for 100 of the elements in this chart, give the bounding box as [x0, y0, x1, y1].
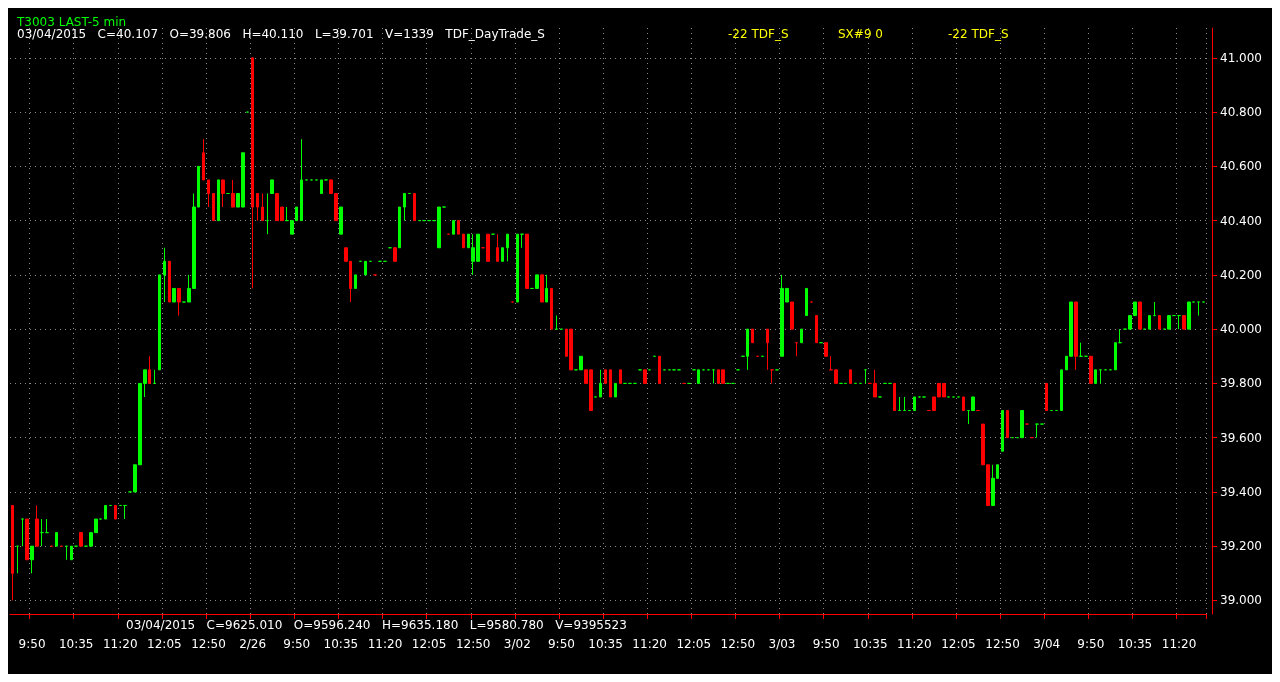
x-tick-label: 12:05	[941, 637, 976, 651]
candlestick	[800, 328, 803, 344]
y-tick-label: 39.600	[1220, 430, 1262, 445]
x-tick-label: 12:50	[191, 637, 226, 651]
x-tick-label: 12:50	[455, 637, 491, 651]
candlestick	[697, 369, 700, 384]
candlestick	[217, 179, 220, 222]
x-tick-label: 12:05	[676, 637, 712, 651]
x-tick-label: 2/26	[239, 637, 267, 651]
candlestick	[815, 315, 818, 344]
candlestick	[452, 220, 455, 235]
chart-title: T3003 LAST-5 min	[16, 15, 127, 29]
candlestick	[516, 233, 519, 303]
candlestick	[525, 233, 529, 289]
candlestick	[496, 233, 499, 262]
candlestick	[21, 518, 24, 547]
candlestick	[545, 274, 548, 303]
candlestick	[1045, 382, 1048, 412]
candlestick	[148, 355, 151, 384]
candlestick	[30, 545, 34, 574]
candlestick	[751, 328, 754, 344]
candlestick	[643, 369, 647, 384]
x-tick-label: 9:50	[18, 637, 46, 651]
candlestick	[300, 138, 303, 222]
x-tick-label: 10:35	[323, 637, 359, 651]
x-tick-label: 10:35	[58, 637, 94, 651]
candlestick	[261, 192, 264, 222]
candlestick	[1060, 369, 1063, 412]
candlestick	[11, 504, 14, 601]
candlestick	[462, 233, 465, 249]
candlestick	[579, 355, 583, 371]
x-tick-label: 3/03	[768, 637, 796, 651]
candlestick	[1035, 423, 1039, 439]
candlestick	[320, 179, 323, 194]
candlestick	[104, 504, 107, 520]
candlestick	[1197, 301, 1200, 317]
candlestick	[123, 504, 127, 520]
candlestick	[168, 260, 171, 303]
x-tick-label: 12:05	[411, 637, 447, 651]
y-tick-label: 41.000	[1220, 50, 1262, 65]
candlestick	[1020, 410, 1024, 439]
candlestick	[1001, 410, 1004, 452]
candlestick	[770, 369, 774, 384]
candlestick	[569, 328, 573, 371]
x-tick-label: 11:20	[632, 637, 667, 651]
y-tick-label: 39.800	[1220, 376, 1262, 391]
candlestick	[913, 396, 916, 412]
candlestick	[1148, 315, 1151, 330]
candlestick	[721, 369, 725, 384]
candlestick	[658, 355, 661, 384]
candlestick	[1079, 342, 1083, 357]
candlestick	[1094, 369, 1097, 384]
candlestick	[849, 369, 852, 384]
annotation: -22 TDF_S	[948, 27, 1009, 41]
candlestick	[202, 138, 205, 181]
text: 03/04/2015 C=9625.010 O=9596.240 H=9635.180 L=9580.780 V=9395523	[126, 618, 627, 632]
candlestick	[746, 328, 749, 371]
candlestick	[1158, 315, 1161, 330]
y-tick-label: 39.000	[1220, 593, 1262, 608]
candlestick	[256, 192, 259, 222]
annotation: SX#9 0	[838, 27, 883, 41]
candlestick	[270, 179, 274, 194]
candlestick	[550, 287, 553, 330]
candlestick	[212, 192, 215, 222]
candlestick	[114, 504, 117, 520]
x-tick-label: 10:35	[852, 637, 888, 651]
candlestick	[35, 504, 39, 547]
candlestick	[604, 369, 607, 384]
x-tick-label: 9:50	[1077, 637, 1105, 651]
x-tick-label: 10:35	[588, 637, 623, 651]
y-tick-label: 40.800	[1220, 105, 1262, 120]
candlestick	[609, 369, 612, 398]
candlestick	[45, 518, 49, 534]
candlestick	[1089, 355, 1093, 384]
x-tick-label: 11:20	[897, 637, 932, 651]
candlestick	[163, 247, 166, 303]
candlestick	[1187, 301, 1191, 330]
candlestick	[1182, 315, 1186, 330]
candlestick	[962, 396, 965, 412]
candlestick	[339, 206, 343, 235]
x-tick-label: 12:50	[985, 637, 1020, 651]
candlestick	[1006, 410, 1009, 439]
x-tick-label: 11:20	[102, 637, 138, 651]
candlestick	[70, 545, 73, 561]
y-tick-label: 40.000	[1220, 322, 1262, 337]
candlestick	[486, 233, 490, 262]
y-tick-label: 39.400	[1220, 484, 1262, 499]
candlestick	[1118, 328, 1122, 344]
candlestick	[172, 287, 176, 303]
candlestick	[207, 179, 210, 208]
candlestick	[614, 382, 617, 398]
x-tick-label: 3/02	[503, 637, 531, 651]
candlestick	[1114, 342, 1117, 371]
candlestick	[413, 192, 416, 222]
candlestick	[25, 518, 29, 561]
candlestick	[177, 287, 181, 317]
x-tick-label: 12:05	[147, 637, 182, 651]
x-tick-label: 9:50	[283, 637, 311, 651]
candlestick	[79, 532, 83, 547]
candlestick	[619, 369, 622, 384]
